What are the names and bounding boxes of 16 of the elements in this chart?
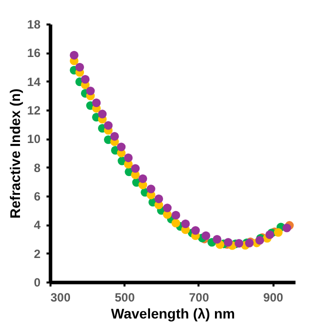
y-axis-title: Refractive Index (n) [7, 88, 24, 218]
y-tick-label: 18 [27, 18, 41, 32]
y-tick-label: 4 [34, 218, 41, 232]
x-tick-label: 700 [188, 290, 210, 304]
y-tick-label: 6 [34, 190, 41, 204]
y-tick-label: 14 [27, 74, 41, 89]
x-tick-label: 500 [114, 290, 136, 304]
y-tick-label: 2 [34, 246, 41, 261]
y-tick-label: 8 [34, 160, 41, 175]
x-tick-label: 300 [50, 290, 71, 304]
x-tick-label: 900 [263, 290, 284, 304]
y-tick-label: 16 [27, 46, 41, 60]
x-axis-title: Wavelength (λ) nm [111, 306, 235, 322]
y-tick-label: 10 [27, 132, 41, 146]
y-tick-label: 12 [27, 104, 41, 118]
y-tick-label: 0 [34, 276, 41, 290]
